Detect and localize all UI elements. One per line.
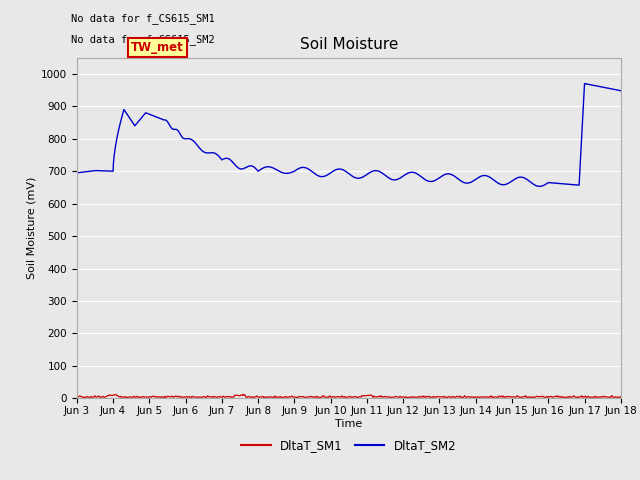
DltaT_SM2	[136, 118, 143, 123]
X-axis label: Time: Time	[335, 419, 362, 429]
DltaT_SM2	[73, 170, 81, 176]
DltaT_SM1	[320, 393, 328, 399]
Line: DltaT_SM2: DltaT_SM2	[77, 84, 621, 186]
Legend: DltaT_SM1, DltaT_SM2: DltaT_SM1, DltaT_SM2	[237, 435, 461, 457]
DltaT_SM1	[73, 394, 81, 399]
Text: No data for f_CS615_SM2: No data for f_CS615_SM2	[72, 34, 215, 45]
Line: DltaT_SM1: DltaT_SM1	[77, 395, 621, 397]
Text: No data for f_CS615_SM1: No data for f_CS615_SM1	[72, 13, 215, 24]
DltaT_SM2	[404, 170, 412, 176]
DltaT_SM2	[180, 136, 188, 142]
DltaT_SM1	[239, 392, 247, 397]
Text: TW_met: TW_met	[131, 41, 184, 54]
DltaT_SM2	[166, 122, 173, 128]
DltaT_SM1	[401, 395, 408, 400]
DltaT_SM1	[438, 394, 445, 400]
DltaT_SM2	[580, 81, 588, 86]
Y-axis label: Soil Moisture (mV): Soil Moisture (mV)	[27, 177, 36, 279]
DltaT_SM2	[536, 183, 543, 189]
DltaT_SM1	[394, 394, 402, 400]
Title: Soil Moisture: Soil Moisture	[300, 37, 398, 52]
DltaT_SM1	[169, 394, 177, 400]
DltaT_SM2	[220, 156, 228, 162]
DltaT_SM1	[617, 395, 625, 400]
DltaT_SM2	[617, 88, 625, 94]
DltaT_SM1	[484, 395, 492, 400]
DltaT_SM1	[213, 395, 221, 400]
DltaT_SM2	[374, 168, 382, 174]
